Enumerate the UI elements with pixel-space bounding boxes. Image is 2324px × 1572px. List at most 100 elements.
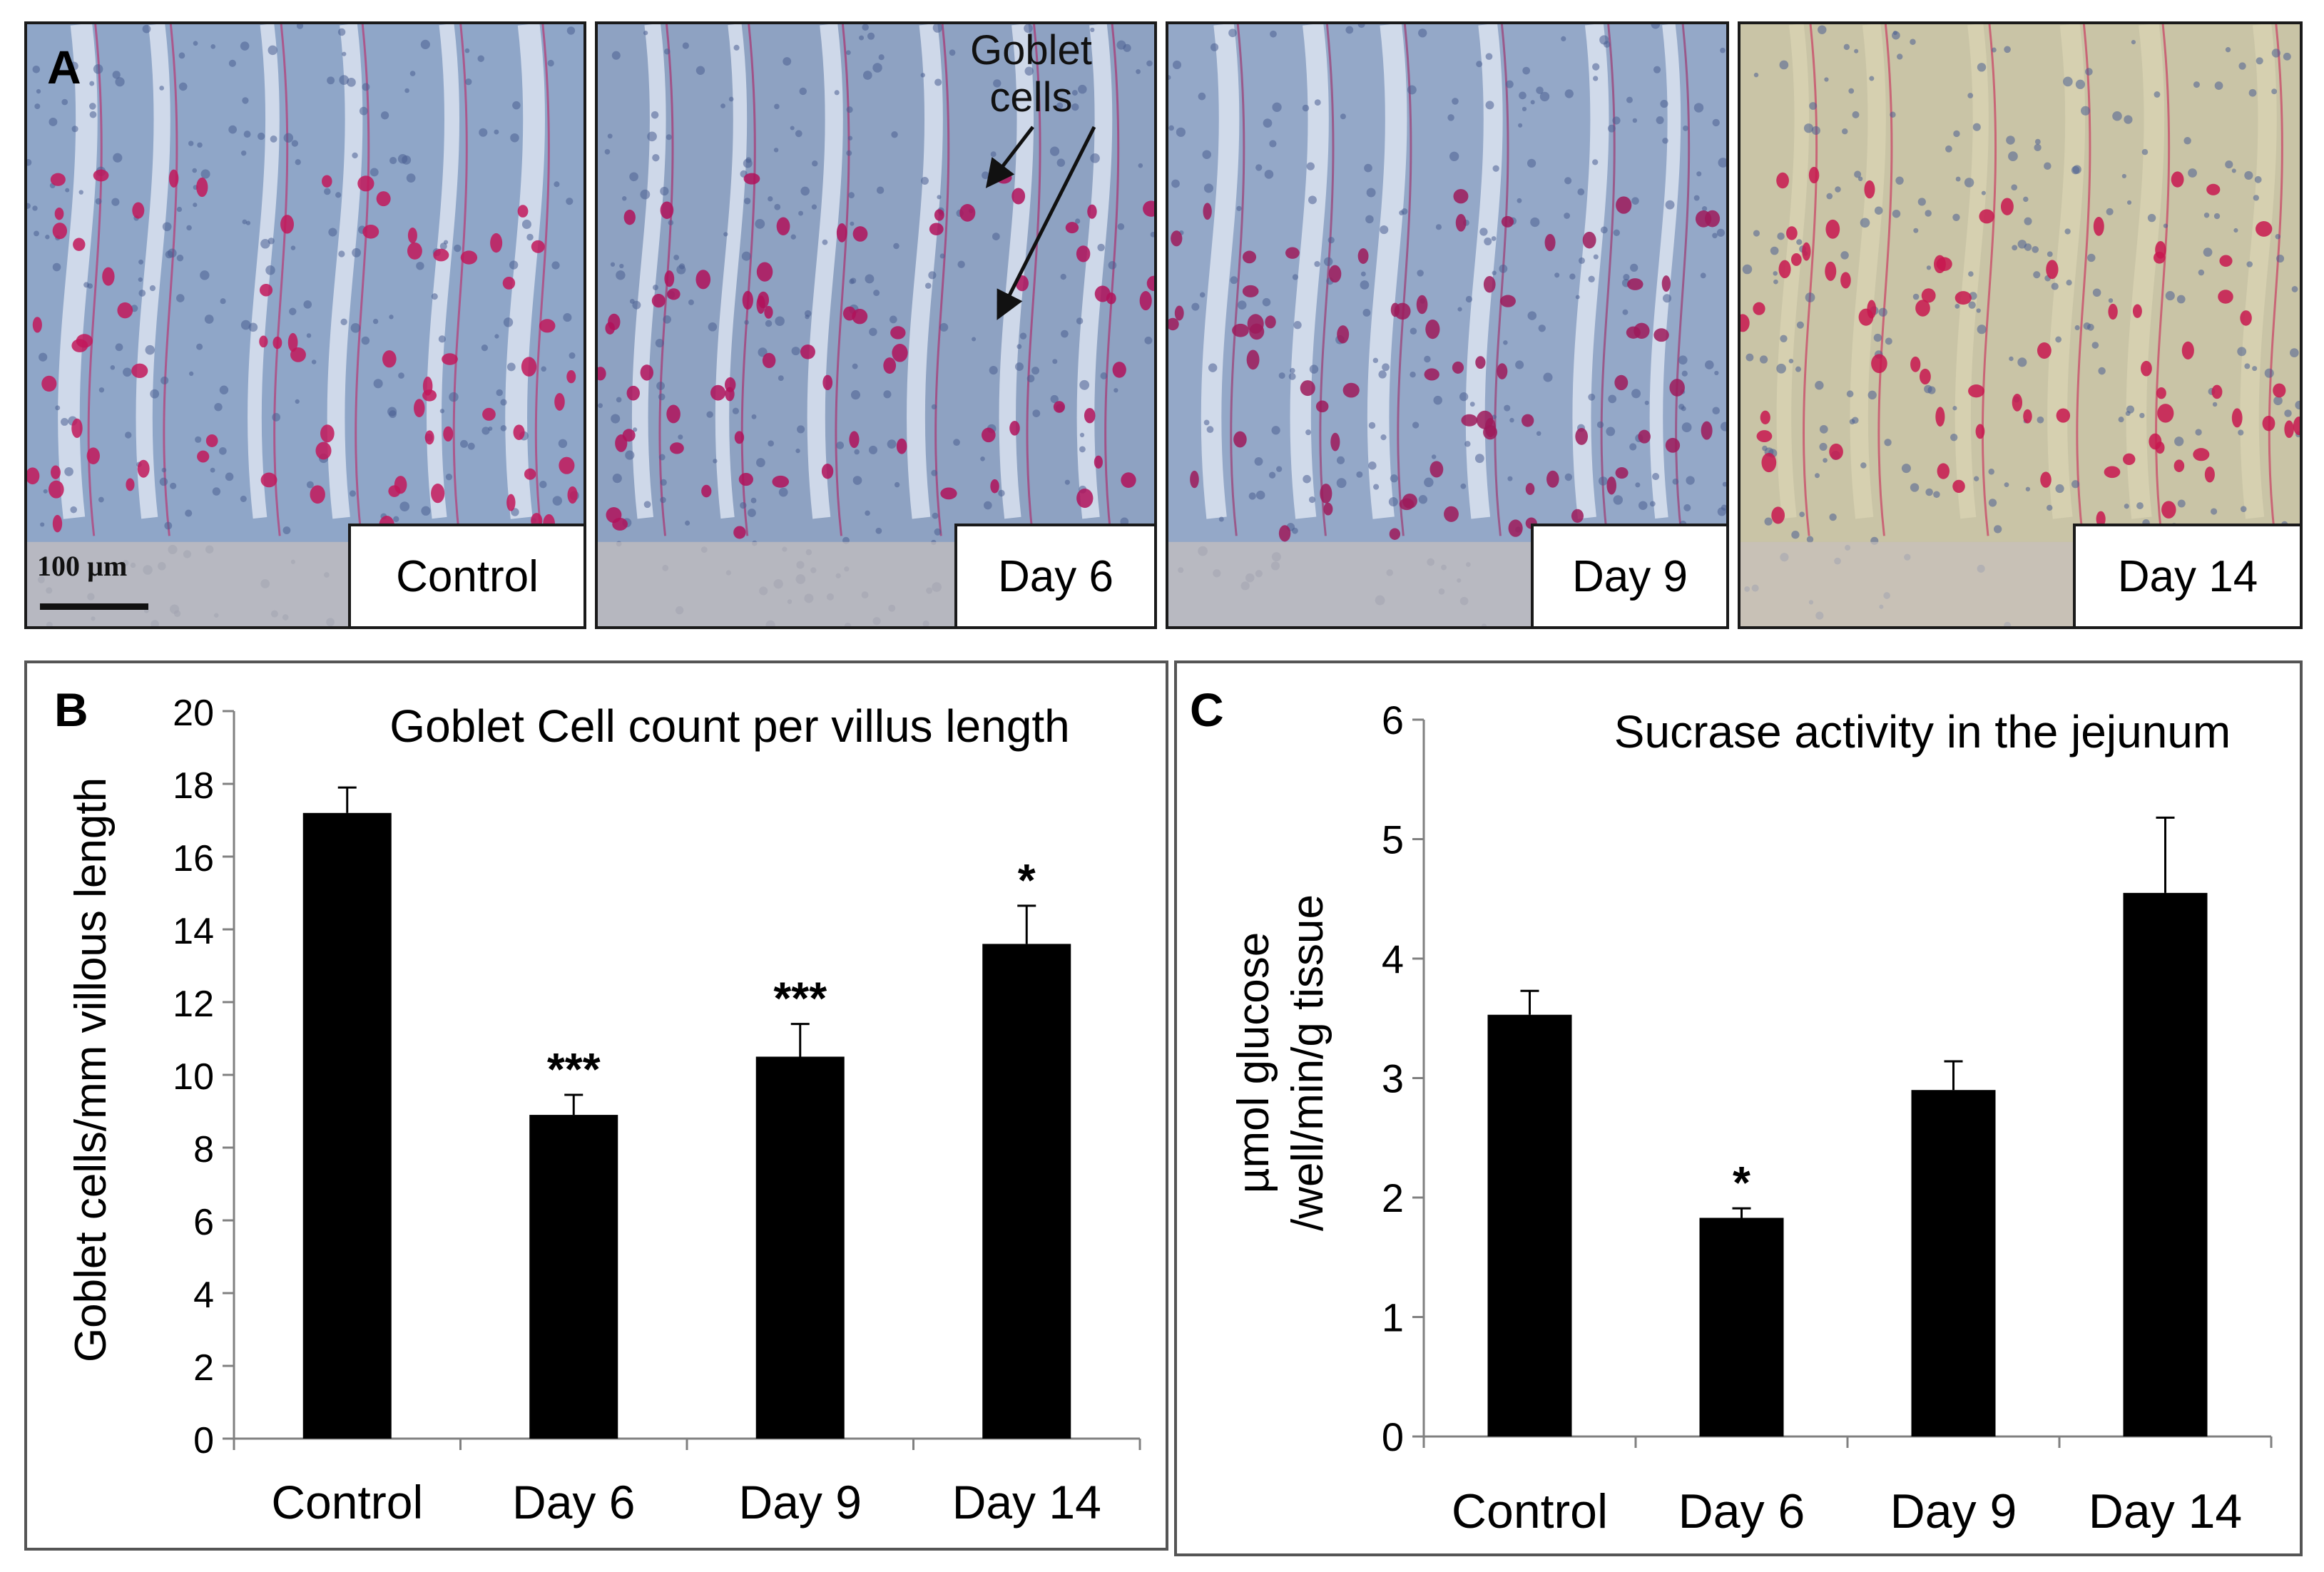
nucleus xyxy=(1795,366,1801,372)
nucleus xyxy=(1431,454,1437,459)
nucleus xyxy=(1564,473,1573,481)
nucleus xyxy=(2193,81,2200,88)
chart-c-y-axis-label: µmol glucose xyxy=(1229,932,1278,1194)
nucleus xyxy=(1276,466,1283,472)
nucleus xyxy=(2064,228,2071,235)
nucleus xyxy=(1925,488,1933,496)
nucleus xyxy=(449,392,459,402)
villus-border xyxy=(1026,24,1041,536)
nucleus xyxy=(2275,233,2281,240)
nucleus xyxy=(2006,136,2015,145)
goblet-cell xyxy=(132,202,145,219)
nucleus xyxy=(790,234,796,240)
goblet-cell xyxy=(1544,233,1556,252)
goblet-cell xyxy=(1497,363,1508,379)
nucleus xyxy=(932,24,943,33)
nucleus xyxy=(228,59,236,67)
nucleus xyxy=(798,210,804,216)
goblet-cell xyxy=(1771,506,1785,524)
nucleus xyxy=(720,103,725,108)
goblet-cell xyxy=(2157,404,2174,423)
nucleus xyxy=(89,111,97,118)
nucleus xyxy=(1564,89,1574,98)
chart-b-significance-marker: *** xyxy=(547,1043,601,1095)
nucleus xyxy=(1336,478,1347,489)
nucleus xyxy=(563,313,572,322)
nucleus xyxy=(1262,297,1271,307)
nucleus xyxy=(1024,24,1033,34)
nucleus xyxy=(751,414,757,419)
goblet-cell xyxy=(513,424,525,440)
goblet-cell xyxy=(2181,341,2194,359)
nucleus xyxy=(1236,205,1242,211)
nucleus xyxy=(872,63,882,73)
nucleus xyxy=(1288,372,1296,380)
chart-b-x-tick-label: Control xyxy=(271,1476,423,1528)
nucleus xyxy=(1780,335,1788,342)
nucleus xyxy=(1309,364,1319,374)
scale-bar-label: 100 µm xyxy=(37,550,128,582)
nucleus xyxy=(756,458,765,467)
nucleus xyxy=(1108,261,1117,270)
nucleus xyxy=(1596,421,1604,429)
nucleus xyxy=(1515,360,1524,369)
nucleus xyxy=(510,133,519,143)
villus-band xyxy=(1465,24,1503,519)
nucleus xyxy=(225,472,234,481)
chart-b-bar-day-9 xyxy=(755,1056,845,1439)
chart-c-x-tick-label: Day 6 xyxy=(1678,1484,1805,1538)
goblet-cell xyxy=(1968,384,1985,398)
nucleus xyxy=(2034,143,2042,152)
goblet-cell xyxy=(1760,410,1770,425)
nucleus xyxy=(2037,416,2044,424)
nucleus xyxy=(846,150,852,156)
nucleus xyxy=(257,132,265,141)
nucleus xyxy=(743,158,753,168)
nucleus xyxy=(1632,118,1638,123)
nucleus xyxy=(1607,124,1616,133)
nucleus xyxy=(61,98,68,106)
nucleus xyxy=(1991,47,1997,53)
nucleus xyxy=(876,186,885,194)
villus-border xyxy=(2268,24,2283,536)
nucleus xyxy=(2047,504,2053,511)
nucleus xyxy=(783,57,792,66)
goblet-cells-annotation: Goblet cells xyxy=(970,27,1092,121)
nucleus xyxy=(1479,228,1488,236)
nucleus xyxy=(2121,173,2126,179)
nucleus xyxy=(822,239,828,245)
goblet-cell xyxy=(849,431,860,449)
chart-c-x-tick-label: Day 9 xyxy=(1890,1484,2017,1538)
nucleus xyxy=(494,334,499,339)
goblet-cell xyxy=(197,450,210,463)
nucleus xyxy=(1031,367,1040,375)
goblet-cell xyxy=(1575,427,1589,445)
goblet-cell xyxy=(1278,525,1291,542)
nucleus xyxy=(2284,409,2292,417)
nucleus xyxy=(454,244,462,252)
goblet-cell xyxy=(1315,400,1329,413)
nucleus xyxy=(170,482,177,489)
nucleus xyxy=(1878,307,1887,317)
goblet-cell xyxy=(2262,415,2275,432)
nucleus xyxy=(848,192,855,199)
nucleus xyxy=(732,407,740,414)
villus-border xyxy=(534,24,550,536)
nucleus xyxy=(2136,502,2144,510)
nucleus xyxy=(2254,175,2262,183)
nucleus xyxy=(1336,456,1345,464)
nucleus xyxy=(1536,86,1544,94)
nucleus xyxy=(1660,99,1668,108)
nucleus xyxy=(1593,254,1599,260)
goblet-cell xyxy=(2096,511,2106,527)
nucleus xyxy=(845,50,851,56)
nucleus xyxy=(2252,366,2258,372)
chart-b-x-tick-label: Day 6 xyxy=(512,1476,635,1528)
villus-border xyxy=(273,24,289,536)
nucleus xyxy=(1884,439,1892,446)
nucleus xyxy=(270,135,277,143)
nucleus xyxy=(1097,243,1105,252)
goblet-cell xyxy=(670,442,684,454)
chart-c-svg: 0 1 2 3 4 5 6 Control * Day 6 Day 9 Day 14 Sucrase a… xyxy=(1190,683,2273,1538)
nucleus xyxy=(1435,224,1442,230)
